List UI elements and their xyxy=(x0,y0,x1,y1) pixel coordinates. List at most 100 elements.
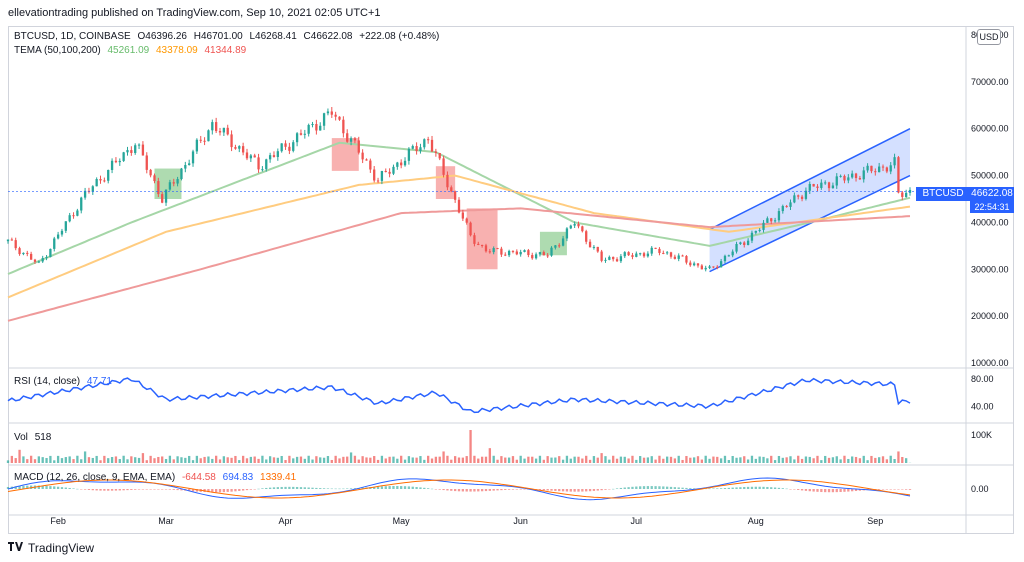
tema-line-2 xyxy=(7,174,911,299)
macd-histogram-bar xyxy=(461,489,465,492)
volume-bar xyxy=(534,458,538,463)
volume-bar xyxy=(203,456,206,463)
volume-bar xyxy=(550,457,553,463)
tema-label[interactable]: TEMA (50,100,200) xyxy=(14,45,101,56)
volume-bar xyxy=(735,457,738,463)
rsi-label[interactable]: RSI (14, close) xyxy=(14,376,81,387)
volume-bar xyxy=(207,456,210,463)
price-tick-label: 30000.00 xyxy=(971,264,1009,274)
candle-body xyxy=(681,255,684,257)
vol-legend: Vol 518 xyxy=(14,432,55,443)
candle-body xyxy=(83,190,87,198)
volume-bar xyxy=(218,459,222,463)
volume-bar xyxy=(804,456,808,463)
macd-histogram-bar xyxy=(743,487,746,489)
candle-body xyxy=(901,192,904,197)
macd-histogram-bar xyxy=(168,489,172,490)
candle-body xyxy=(103,180,106,182)
volume-bar xyxy=(64,457,67,463)
volume-bar xyxy=(800,458,804,463)
macd-histogram-bar xyxy=(272,487,276,489)
candle-body xyxy=(878,166,881,173)
vol-value: 518 xyxy=(34,432,52,443)
volume-bar xyxy=(164,458,168,463)
macd-histogram-bar xyxy=(80,489,83,490)
candle-body xyxy=(897,157,900,193)
ohlc-close: C46622.08 xyxy=(303,31,353,42)
volume-bar xyxy=(18,449,21,463)
candle-body xyxy=(689,262,692,266)
macd-histogram-bar xyxy=(808,489,811,492)
macd-histogram-bar xyxy=(739,487,742,489)
volume-bar xyxy=(126,459,129,463)
volume-bar xyxy=(542,459,545,463)
macd-histogram-bar xyxy=(130,489,133,490)
candle-body xyxy=(388,171,391,174)
candle-body xyxy=(26,252,29,254)
candle-body xyxy=(804,190,808,199)
tema-legend: TEMA (50,100,200) 45261.09 43378.09 4134… xyxy=(14,45,250,56)
volume-bar xyxy=(299,456,303,463)
candle-body xyxy=(847,177,850,181)
candle-body xyxy=(835,176,838,186)
candle-body xyxy=(450,187,453,192)
highlight-box-red xyxy=(466,208,498,270)
candle-body xyxy=(511,250,515,252)
macd-histogram-bar xyxy=(843,489,846,492)
volume-bar xyxy=(596,457,599,463)
macd-histogram-bar xyxy=(550,489,553,491)
currency-unit-button[interactable]: USD xyxy=(977,29,1001,45)
volume-bar xyxy=(83,451,87,463)
macd-histogram-bar xyxy=(839,489,842,492)
candle-body xyxy=(469,222,472,236)
macd-histogram-bar xyxy=(319,488,322,489)
ohlc-low: L46268.41 xyxy=(249,31,297,42)
volume-bar xyxy=(407,456,411,463)
macd-histogram-bar xyxy=(519,489,522,490)
price-tick-label: 20000.00 xyxy=(971,311,1009,321)
candle-body xyxy=(41,258,44,262)
footer-brand[interactable]: TradingView xyxy=(8,541,94,555)
rsi-tick-label: 40.00 xyxy=(971,401,994,411)
candle-body xyxy=(531,255,534,259)
volume-bar xyxy=(384,458,387,463)
symbol-label[interactable]: BTCUSD, 1D, COINBASE xyxy=(14,31,131,42)
macd-histogram-bar xyxy=(114,489,118,491)
candle-body xyxy=(33,259,37,262)
candle-body xyxy=(188,163,191,166)
macd-histogram-bar xyxy=(847,489,850,492)
candle-body xyxy=(746,240,750,246)
volume-bar xyxy=(504,457,507,463)
candle-body xyxy=(773,220,777,222)
macd-histogram-bar xyxy=(145,489,148,490)
macd-histogram-bar xyxy=(619,487,623,489)
macd-histogram-bar xyxy=(261,488,264,489)
volume-bar xyxy=(719,458,723,463)
volume-bar xyxy=(245,458,249,463)
volume-bar xyxy=(492,455,495,463)
macd-histogram-bar xyxy=(731,487,734,489)
volume-bar xyxy=(773,460,777,463)
price-tick-label: 70000.00 xyxy=(971,77,1009,87)
macd-histogram-bar xyxy=(480,489,484,492)
volume-bar xyxy=(635,459,638,463)
candle-body xyxy=(658,248,661,253)
candle-body xyxy=(442,158,445,175)
macd-histogram-bar xyxy=(234,489,237,492)
candle-body xyxy=(719,261,723,268)
macd-histogram-bar xyxy=(754,486,757,489)
vol-label[interactable]: Vol xyxy=(14,432,28,443)
macd-label[interactable]: MACD (12, 26, close, 9, EMA, EMA) xyxy=(14,472,176,483)
macd-histogram-bar xyxy=(149,489,152,490)
candle-body xyxy=(789,202,792,207)
macd-histogram-bar xyxy=(885,489,889,490)
volume-bar xyxy=(654,459,657,463)
macd-histogram-bar xyxy=(218,489,222,493)
macd-histogram-bar xyxy=(49,486,52,489)
volume-bar xyxy=(392,456,395,463)
volume-bar xyxy=(315,456,318,463)
change-value: +222.08 (+0.48%) xyxy=(359,31,440,42)
candle-body xyxy=(881,166,885,168)
macd-histogram-bar xyxy=(889,489,892,490)
